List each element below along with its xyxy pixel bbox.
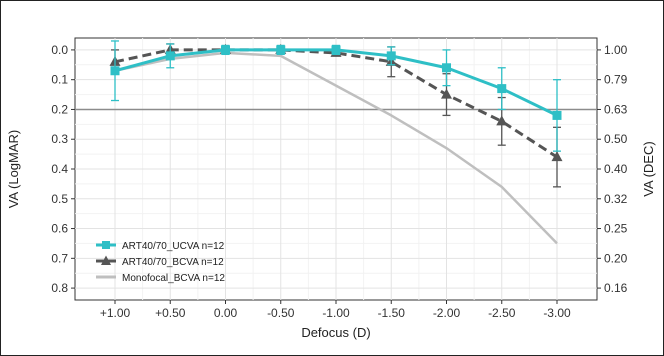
y-right-tick-label: 0.50 [604,132,628,146]
x-tick-label: +1.00 [100,306,131,320]
legend-marker-ucva [102,241,110,249]
y-left-tick-label: 0.1 [51,73,68,87]
series-layer [109,40,563,245]
x-tick-label: +0.50 [155,306,186,320]
y-left-tick-label: 0.7 [51,251,68,265]
legend-label-ucva: ART40/70_UCVA n=12 [122,241,225,252]
y-right-tick-label: 0.63 [604,102,628,116]
x-tick-label: 0.00 [214,306,238,320]
data-point [165,51,175,61]
x-tick-label: -2.00 [433,306,461,320]
x-tick-label: -0.50 [267,306,295,320]
data-point [552,110,562,120]
series-0 [110,40,562,152]
data-point [497,84,507,94]
series-2 [114,51,558,245]
y-right-tick-label: 0.79 [604,73,628,87]
data-point [276,45,286,55]
legend: ART40/70_UCVA n=12 ART40/70_BCVA n=12 Mo… [96,241,225,284]
legend-entry-monofocal: Monofocal_BCVA n=12 [96,273,225,284]
data-point [386,51,396,61]
data-point [221,45,230,55]
y-left-tick-label: 0.2 [51,102,68,116]
y-left-tick-label: 0.0 [51,43,68,57]
legend-label-monofocal: Monofocal_BCVA n=12 [122,273,225,284]
y-left-tick-label: 0.4 [51,162,68,176]
x-tick-label: -3.00 [543,306,571,320]
series-line [114,51,558,245]
y-right-tick-label: 0.40 [604,162,628,176]
y-left-tick-label: 0.6 [51,222,68,236]
data-point [496,115,508,126]
x-tick-label: -2.50 [488,306,516,320]
legend-entry-ucva: ART40/70_UCVA n=12 [96,241,225,252]
series-line [114,48,558,159]
y-left-tick-label: 0.8 [51,281,68,295]
legend-label-bcva: ART40/70_BCVA n=12 [122,257,224,268]
axes: 0.0 0.1 0.2 0.3 0.4 0.5 0.6 0.7 0.8 1.00 0.79 0.63 0… [51,43,627,320]
y-right-tick-label: 0.32 [604,192,628,206]
y-right-tick-label: 0.16 [604,281,628,295]
x-tick-label: -1.50 [378,306,406,320]
data-point [110,66,120,76]
data-point [551,151,563,162]
x-tick-label: -1.00 [322,306,350,320]
x-axis-title: Defocus (D) [301,325,370,340]
gridlines [75,38,597,300]
y-axis-left-title: VA (LogMAR) [6,130,21,209]
y-axis-right-title: VA (DEC) [641,141,656,196]
data-point [442,63,451,73]
data-point [331,45,341,55]
legend-entry-bcva: ART40/70_BCVA n=12 [96,255,224,268]
y-right-tick-label: 0.25 [604,222,628,236]
y-right-tick-label: 0.20 [604,251,628,265]
legend-marker-bcva [101,255,111,265]
y-left-tick-label: 0.5 [51,192,68,206]
data-point [441,88,452,99]
y-right-tick-label: 1.00 [604,43,628,57]
y-left-tick-label: 0.3 [51,132,68,146]
